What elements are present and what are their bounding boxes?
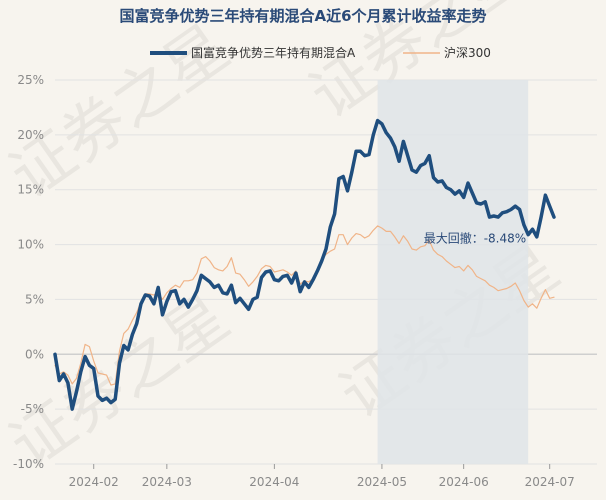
x-tick-label: 2024-02 [69,475,119,489]
series-line-fund [53,118,556,411]
y-tick-label: 20% [17,128,44,142]
legend-label: 国富竞争优势三年持有期混合A [191,45,356,60]
y-tick-label: -10% [13,457,44,471]
x-tick-label: 2024-05 [357,475,407,489]
legend-label: 沪深300 [444,46,491,60]
legend: 国富竞争优势三年持有期混合A 沪深300 [150,45,491,60]
drawdown-shade [377,80,529,464]
x-tick-label: 2024-06 [439,475,489,489]
x-axis: 2024-02 2024-03 2024-04 2024-05 2024-06 2024-… [69,464,575,489]
chart-title: 国富竞争优势三年持有期混合A近6个月累计收益率走势 [119,7,486,25]
y-tick-label: 10% [17,238,44,252]
y-tick-label: 0% [25,347,44,361]
drawdown-label: 最大回撤：-8.48% [424,230,526,245]
drawdown-region [377,80,529,464]
y-tick-label: 25% [17,73,44,87]
x-tick-label: 2024-07 [525,475,575,489]
y-tick-label: 5% [25,292,44,306]
series-lines [53,118,556,411]
y-tick-label: 15% [17,183,44,197]
x-tick-label: 2024-04 [249,475,299,489]
x-tick-label: 2024-03 [142,475,192,489]
drawdown-annotation: 最大回撤：-8.48% [424,230,526,245]
watermark-text: 证券之星 [0,280,242,482]
y-axis: -10% -5% 0% 5% 10% 15% 20% 25% [13,73,44,471]
y-tick-label: -5% [21,402,44,416]
